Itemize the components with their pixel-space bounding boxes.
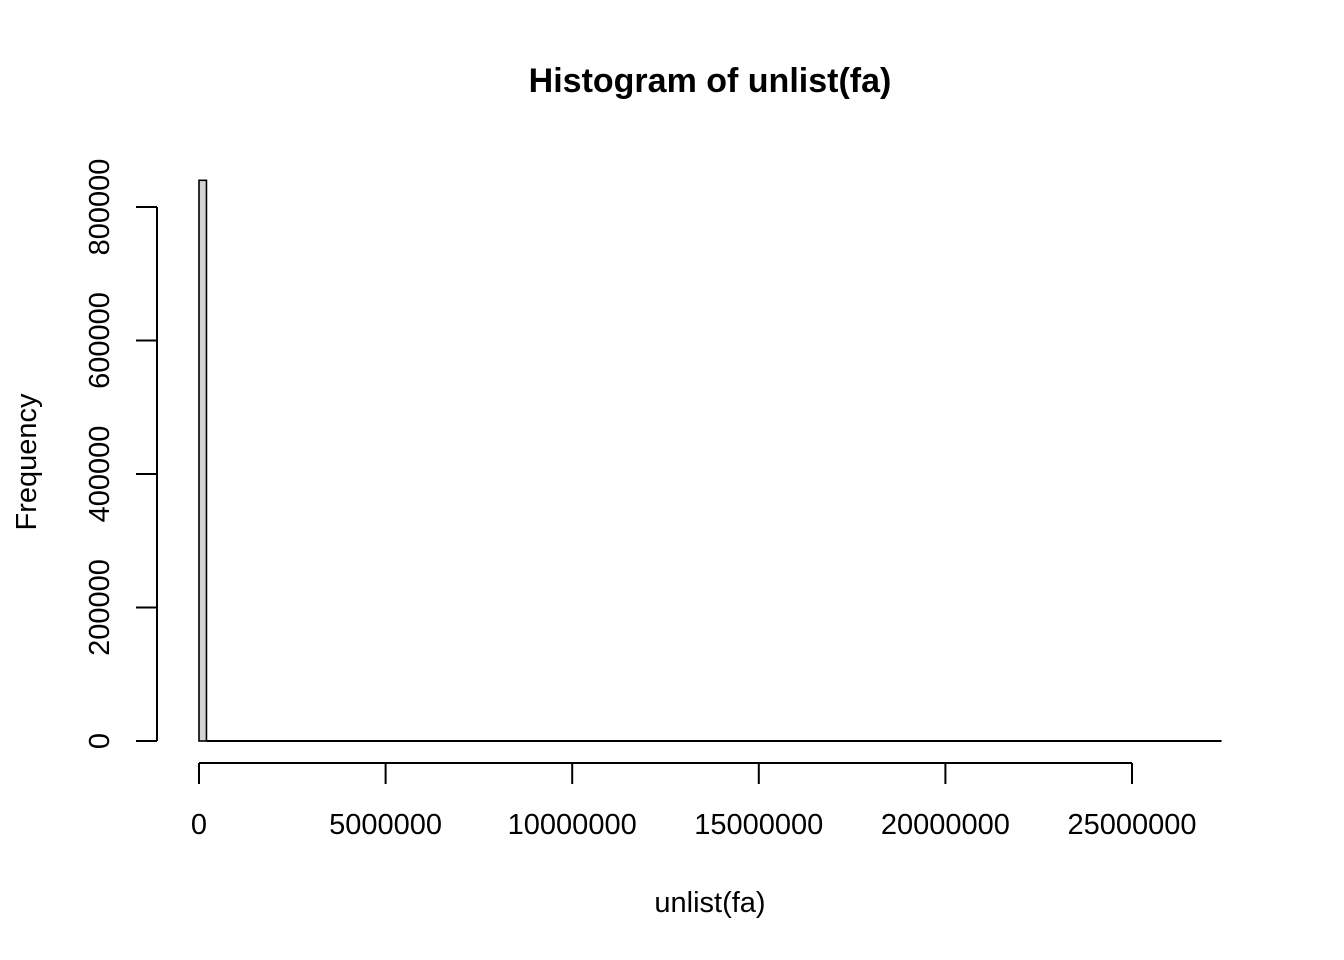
y-tick-label: 800000 [84,159,116,256]
x-axis-label: unlist(fa) [654,887,765,919]
bars-layer [198,179,1222,742]
x-tick-label: 25000000 [1067,809,1196,841]
x-tick-label: 10000000 [508,809,637,841]
chart-title: Histogram of unlist(fa) [529,62,892,100]
y-tick-label: 200000 [84,559,116,656]
y-axis: 0 200000 400000 600000 800000 [84,159,158,749]
y-axis-label: Frequency [11,393,43,531]
x-axis: 0 5000000 10000000 15000000 20000000 25000000 [191,762,1197,841]
x-tick-label: 0 [191,809,207,841]
y-tick-label: 600000 [84,292,116,389]
x-tick-label: 20000000 [881,809,1010,841]
histogram-bar [198,179,208,742]
y-tick-label: 400000 [84,426,116,523]
x-tick-label: 5000000 [329,809,442,841]
x-tick-label: 15000000 [694,809,823,841]
y-tick-label: 0 [84,733,116,749]
